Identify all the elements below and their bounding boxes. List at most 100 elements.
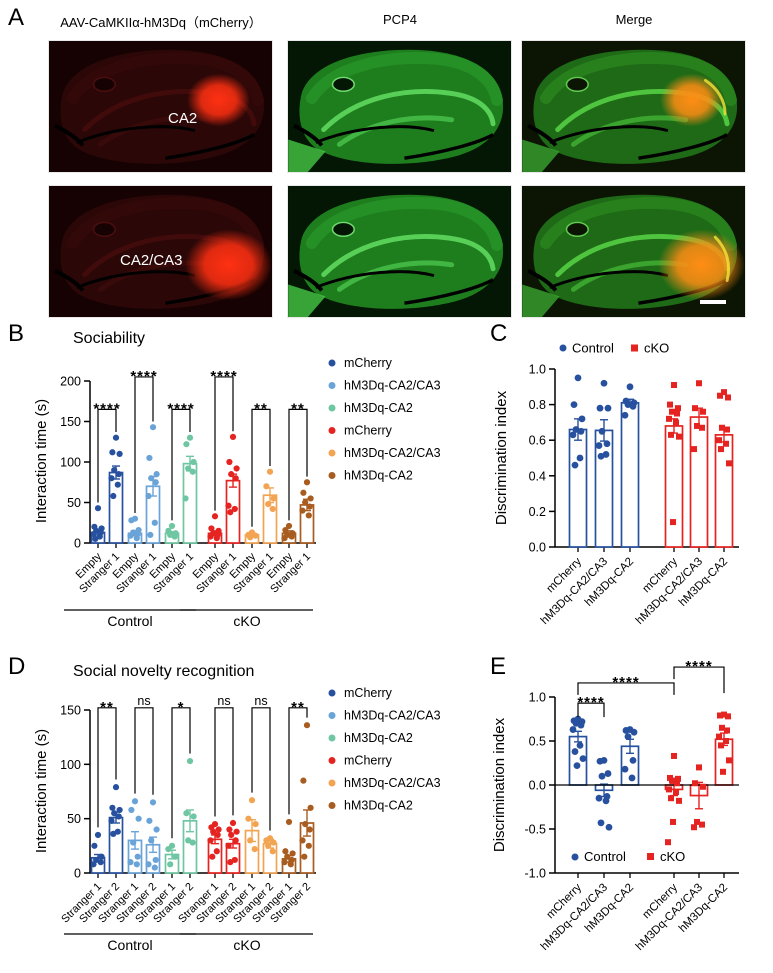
data-point xyxy=(694,422,700,429)
data-point xyxy=(691,446,697,453)
svg-text:**: ** xyxy=(291,699,305,716)
data-point xyxy=(675,405,681,412)
data-point xyxy=(671,382,677,389)
data-point xyxy=(207,837,214,844)
svg-text:****: **** xyxy=(93,400,120,417)
data-point xyxy=(208,525,215,532)
svg-text:0: 0 xyxy=(74,537,81,551)
bar xyxy=(664,425,684,548)
panel-a-col-header-pcp4: PCP4 xyxy=(383,12,417,27)
data-point xyxy=(577,721,585,729)
data-point xyxy=(98,853,105,860)
data-points-group xyxy=(90,722,314,871)
data-point xyxy=(116,806,123,814)
svg-text:0.2: 0.2 xyxy=(529,505,546,519)
svg-text:hM3Dq-CA2/CA3: hM3Dq-CA2/CA3 xyxy=(344,776,441,790)
svg-text:hM3Dq-CA2: hM3Dq-CA2 xyxy=(344,401,413,415)
data-point xyxy=(668,431,674,438)
bar xyxy=(689,416,709,548)
significance-bracket xyxy=(171,707,191,839)
micrograph-mcherry-ca2ca3 xyxy=(48,185,273,318)
svg-text:0.6: 0.6 xyxy=(529,434,546,448)
data-point xyxy=(147,531,154,538)
brain-section-image xyxy=(288,186,511,317)
data-point xyxy=(700,408,706,415)
data-point xyxy=(145,492,152,500)
data-point xyxy=(229,433,237,440)
significance-bracket xyxy=(288,707,308,815)
data-point xyxy=(281,535,288,542)
data-point xyxy=(717,712,723,719)
data-point xyxy=(165,845,172,853)
data-point xyxy=(696,380,702,387)
data-point xyxy=(699,821,705,828)
data-point xyxy=(228,471,235,478)
legend-marker xyxy=(631,344,638,352)
data-point xyxy=(576,454,584,462)
legend-marker xyxy=(571,853,579,861)
data-point xyxy=(110,492,117,500)
data-point xyxy=(168,522,176,530)
bars-group xyxy=(90,455,315,544)
svg-text:*: * xyxy=(178,699,185,716)
data-point xyxy=(128,806,135,814)
svg-text:ns: ns xyxy=(137,694,150,708)
data-point xyxy=(167,861,174,868)
bar xyxy=(568,428,588,548)
data-point xyxy=(692,405,698,412)
data-point xyxy=(248,797,256,804)
data-point xyxy=(213,848,220,855)
data-point xyxy=(596,404,604,412)
svg-text:ns: ns xyxy=(254,694,267,708)
data-point xyxy=(213,535,220,542)
data-point xyxy=(90,530,97,538)
data-point xyxy=(726,460,732,467)
data-point xyxy=(207,533,214,540)
legend-marker xyxy=(328,427,336,434)
data-point xyxy=(91,842,98,849)
data-point xyxy=(131,798,139,805)
data-point xyxy=(90,861,97,868)
data-point xyxy=(229,819,237,827)
data-point xyxy=(225,502,232,509)
micrograph-pcp4-ca2 xyxy=(287,40,512,173)
data-point xyxy=(691,824,697,831)
svg-text:cKO: cKO xyxy=(233,613,260,629)
svg-text:-1.0: -1.0 xyxy=(524,867,546,881)
svg-text:****: **** xyxy=(612,674,639,691)
data-point xyxy=(130,839,137,846)
data-point xyxy=(210,828,217,835)
data-point xyxy=(186,434,194,441)
data-point xyxy=(626,383,634,391)
legend-marker xyxy=(328,689,336,697)
data-point xyxy=(281,859,288,866)
bar xyxy=(108,816,124,874)
svg-text:****: **** xyxy=(130,368,157,385)
data-point xyxy=(149,424,157,431)
data-point xyxy=(270,495,277,502)
svg-text:Control: Control xyxy=(107,937,152,953)
svg-text:1.0: 1.0 xyxy=(529,363,546,377)
sociability-chart: 0 50 100 150 200 Interaction time (s) **** ****… xyxy=(28,348,478,660)
data-point xyxy=(720,768,726,775)
data-point xyxy=(675,775,681,782)
brain-section-image xyxy=(49,41,272,172)
data-point xyxy=(671,752,677,759)
data-point xyxy=(182,495,189,502)
svg-text:****: **** xyxy=(210,368,237,385)
data-point xyxy=(227,859,234,866)
svg-text:Interaction time (s): Interaction time (s) xyxy=(33,729,50,853)
bar xyxy=(182,462,198,544)
data-point xyxy=(579,755,587,762)
data-point xyxy=(674,410,680,417)
data-point xyxy=(306,503,313,510)
svg-text:Control: Control xyxy=(107,613,152,629)
data-point xyxy=(300,777,307,784)
svg-text:**: ** xyxy=(291,400,305,417)
significance-bracket xyxy=(97,707,117,828)
svg-text:hM3Dq-CA2: hM3Dq-CA2 xyxy=(344,731,413,745)
svg-text:Discrimination index: Discrimination index xyxy=(491,717,508,852)
legend-marker xyxy=(328,779,336,787)
data-point xyxy=(145,861,152,868)
